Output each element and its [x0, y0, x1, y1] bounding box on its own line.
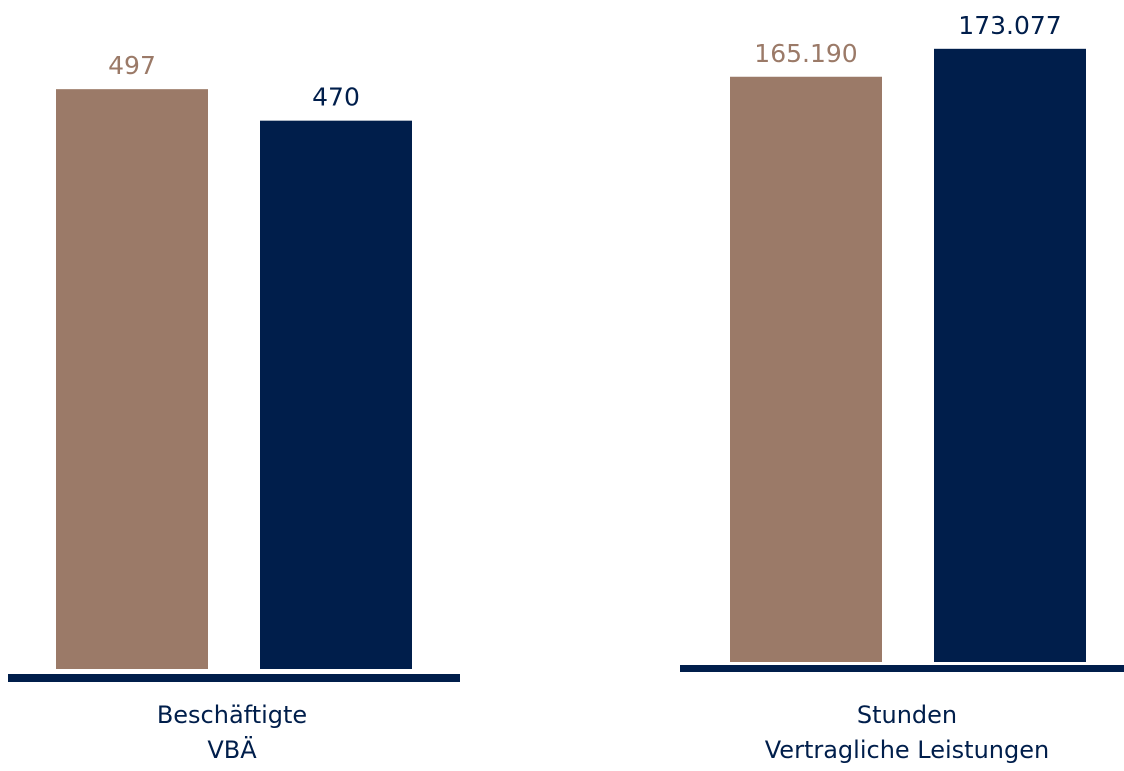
bar-chart1-series1	[56, 89, 208, 669]
x-axis-baseline-chart1	[8, 674, 460, 682]
category-label-chart2-line2: Vertragliche Leistungen	[765, 736, 1049, 764]
bar-chart2-series2	[934, 48, 1086, 662]
category-label-chart1-line2: VBÄ	[207, 735, 257, 764]
bar-chart1-series2	[260, 120, 412, 669]
data-label-chart1-series2: 470	[312, 83, 360, 112]
data-label-chart1-series1: 497	[108, 51, 156, 80]
data-label-chart2-series1: 165.190	[754, 39, 857, 68]
category-label-chart1-line1: Beschäftigte	[157, 701, 307, 729]
bar-chart2-series1	[730, 76, 882, 662]
data-label-chart2-series2: 173.077	[958, 11, 1061, 40]
category-label-chart2-line1: Stunden	[857, 701, 957, 729]
x-axis-baseline-chart2	[680, 665, 1124, 672]
